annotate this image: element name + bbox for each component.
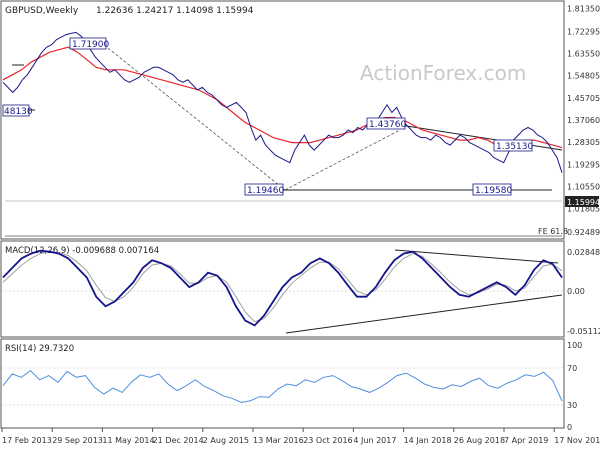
macd-tick-top: 0.028489 [567, 248, 600, 257]
price-tick-label: 1.54805 [567, 71, 600, 80]
rsi-title: RSI(14) 29.7320 [5, 344, 74, 354]
rsi-line [2, 369, 563, 404]
price-line [2, 31, 563, 173]
rsi-panel-frame [0, 338, 565, 429]
fe-618-label: FE 61.8 [538, 227, 568, 236]
annotation-label: 1.19580 [475, 186, 512, 196]
annotation-box [472, 183, 512, 196]
annotation-box [69, 37, 107, 50]
time-axis-label: 13 Mar 2016 [253, 436, 304, 445]
time-axis-label: 29 Sep 2013 [52, 436, 103, 445]
moving-average-line [2, 46, 563, 149]
macd-tick-zero: 0.00 [567, 287, 585, 296]
price-tick-label: 1.37060 [567, 116, 600, 125]
macd-panel: MACD(12,26,9) -0.009688 0.007164 0.02848… [0, 240, 600, 338]
macd-tick-bottom: -0.051125 [567, 327, 600, 336]
macd-trendline-lower [285, 294, 563, 334]
annotation-label: 48130 [4, 107, 33, 117]
rsi-tick-0: 0 [567, 423, 572, 432]
time-axis-label: 26 Aug 2018 [454, 436, 505, 445]
macd-title: MACD(12,26,9) -0.009688 0.007164 [5, 246, 159, 256]
macd-signal-line [2, 251, 563, 323]
trendline-dashed-decline [107, 47, 286, 191]
rsi-tick-70: 70 [567, 364, 577, 373]
trendline-dashed-rise [284, 129, 401, 191]
last-price-label: 1.15994 [567, 198, 600, 207]
macd-panel-frame [0, 240, 565, 338]
price-tick-label: 1.45705 [567, 94, 600, 103]
watermark: ActionForex.com [360, 61, 526, 85]
time-axis-label: 11 May 2014 [102, 436, 154, 445]
annotation-box [2, 104, 30, 117]
price-panel: GBPUSD,Weekly 1.22636 1.24217 1.14098 1.… [0, 0, 600, 240]
last-price-box [565, 196, 599, 207]
annotation-high-135130: 1.35130 [493, 139, 533, 152]
price-tick-label: 1.63550 [567, 49, 600, 58]
annotation-low-119460: 1.19460 [244, 183, 284, 196]
trendline-upper-channel [399, 124, 563, 151]
price-annotations: 1.71900 48130 1.43760 1.35130 1.19460 1.… [2, 37, 600, 236]
annotation-box [493, 139, 533, 152]
time-axis-label: 2 Aug 2015 [203, 436, 249, 445]
price-tick-label: 1.81350 [567, 5, 600, 14]
price-tick-label: 1.19295 [567, 161, 600, 170]
last-price-tag: 1.15994 [565, 196, 600, 207]
macd-line [2, 249, 563, 327]
rsi-panel: RSI(14) 29.7320 100 70 30 0 [0, 338, 582, 432]
time-axis-label: 4 Jun 2017 [353, 436, 396, 445]
price-axis: 1.81350 1.72295 1.63550 1.54805 1.45705 1.370… [567, 5, 600, 237]
price-tick-label: 0.92489 [567, 228, 600, 237]
annotation-high-143760: 1.43760 [366, 117, 406, 130]
time-axis-label: 17 Feb 2013 [2, 436, 52, 445]
price-panel-frame [0, 0, 565, 240]
time-axis-label: 21 Dec 2014 [153, 436, 204, 445]
time-axis-label: 17 Nov 2019 [554, 436, 600, 445]
annotation-level-48130: 48130 [2, 104, 33, 117]
annotation-label: 1.35130 [496, 142, 533, 152]
price-tick-label: 1.10550 [567, 182, 600, 191]
annotation-label: 1.71900 [72, 40, 109, 50]
annotation-box [366, 117, 406, 130]
time-axis-label: 14 Jan 2018 [404, 436, 452, 445]
time-axis-label: 23 Oct 2016 [303, 436, 352, 445]
price-tick-label: 1.01805 [567, 204, 600, 213]
chart-symbol-title: GBPUSD,Weekly [5, 6, 79, 16]
price-tick-label: 1.28305 [567, 138, 600, 147]
ohlc-readout: 1.22636 1.24217 1.14098 1.15994 [96, 6, 254, 16]
price-tick-label: 1.72295 [567, 27, 600, 36]
time-axis-label: 7 Apr 2019 [504, 436, 548, 445]
annotation-label: 1.43760 [369, 120, 406, 130]
rsi-tick-30: 30 [567, 401, 577, 410]
annotation-label: 1.19460 [247, 186, 284, 196]
rsi-tick-100: 100 [567, 341, 582, 350]
macd-trendline-upper [394, 249, 559, 264]
annotation-low-119580: 1.19580 [472, 183, 512, 196]
annotation-high-171900: 1.71900 [69, 37, 109, 50]
annotation-box [244, 183, 284, 196]
